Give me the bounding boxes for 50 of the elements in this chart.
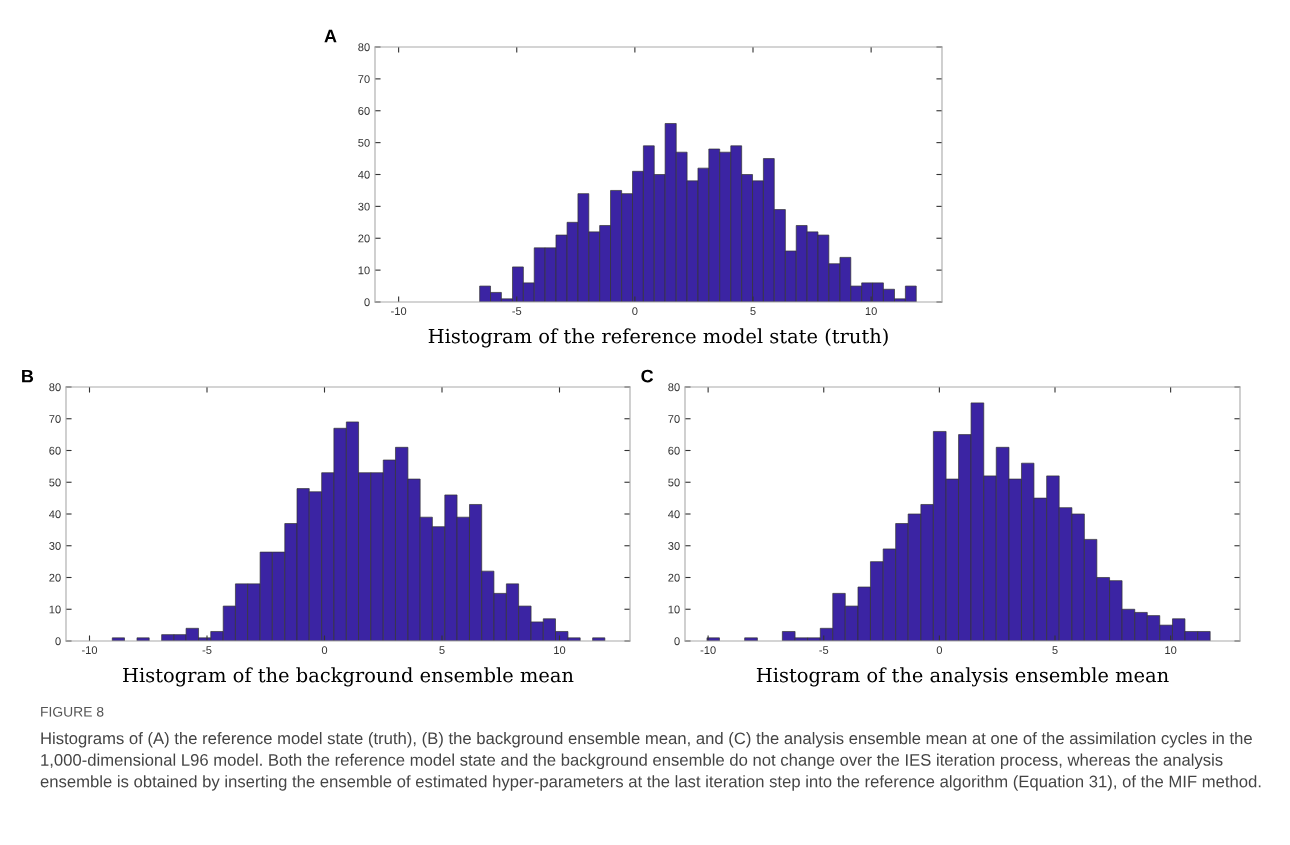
x-tick-label: 10 [865,307,877,316]
x-tick-label: -10 [391,307,407,316]
y-tick-label: 30 [668,542,680,550]
y-tick-label: 10 [668,605,680,614]
caption: FIGURE 8 [41,706,104,717]
x-tick-label: 10 [1165,646,1177,655]
y-tick-label: 10 [49,605,61,614]
y-tick-label: 30 [49,542,61,550]
y-tick-label: 0 [55,637,61,646]
y-tick-label: 20 [358,234,370,243]
x-tick-label: 0 [632,307,638,316]
x-axis-title: Histogram of the analysis ensemble mean [756,667,1169,687]
x-tick-label: -5 [819,646,829,655]
y-tick-label: 70 [49,415,61,423]
x-tick-label: 5 [439,646,445,655]
text: A [324,29,337,43]
text: Histograms of (A) the reference model state (truth), (B) the background ensemble mean, and (C) the analysis ensemble mean at one of the assimilation cycles in the 1,000-dimensional L96 model. Both the reference model state and the background ensemble do not change over the IES iteration process, whereas the analysis ensemble is obtained by inserting the ensemble of estimated hyper-parameters at the last iteration step into the reference algorithm (Equation 31), of the MIF method. [40,732,1261,791]
text: B [22,369,34,383]
y-tick-label: 60 [49,446,61,455]
y-tick-label: 50 [668,478,680,487]
x-tick-label: -10 [700,646,716,655]
x-tick-label: 0 [321,646,328,655]
y-tick-label: 60 [668,446,680,455]
y-tick-label: 40 [358,170,370,179]
y-tick-label: 20 [49,573,61,582]
y-tick-label: 80 [358,43,370,52]
text: C [641,369,654,383]
y-tick-label: 70 [668,415,680,423]
y-tick-label: 80 [668,383,680,392]
x-axis-title: Histogram of the background ensemble mean [123,667,574,687]
y-tick-label: 50 [49,478,61,487]
y-tick-label: 70 [358,75,370,84]
x-tick-label: 5 [1052,646,1058,655]
y-tick-label: 50 [358,138,370,147]
x-tick-label: -5 [202,646,212,655]
y-tick-label: 40 [49,510,61,519]
x-tick-label: -10 [81,646,98,655]
x-tick-label: 0 [936,646,943,655]
x-tick-label: -5 [512,307,522,316]
x-tick-label: 10 [554,646,566,655]
y-tick-label: 0 [674,637,680,646]
y-tick-label: 30 [358,202,370,211]
y-tick-label: 80 [49,383,61,392]
y-tick-label: 40 [668,510,680,519]
y-tick-label: 0 [364,298,370,307]
y-tick-label: 10 [358,266,370,275]
y-tick-label: 20 [668,573,680,582]
y-tick-label: 60 [358,107,370,115]
x-axis-title: Histogram of the reference model state (truth) [428,328,888,348]
x-tick-label: 5 [750,307,756,316]
